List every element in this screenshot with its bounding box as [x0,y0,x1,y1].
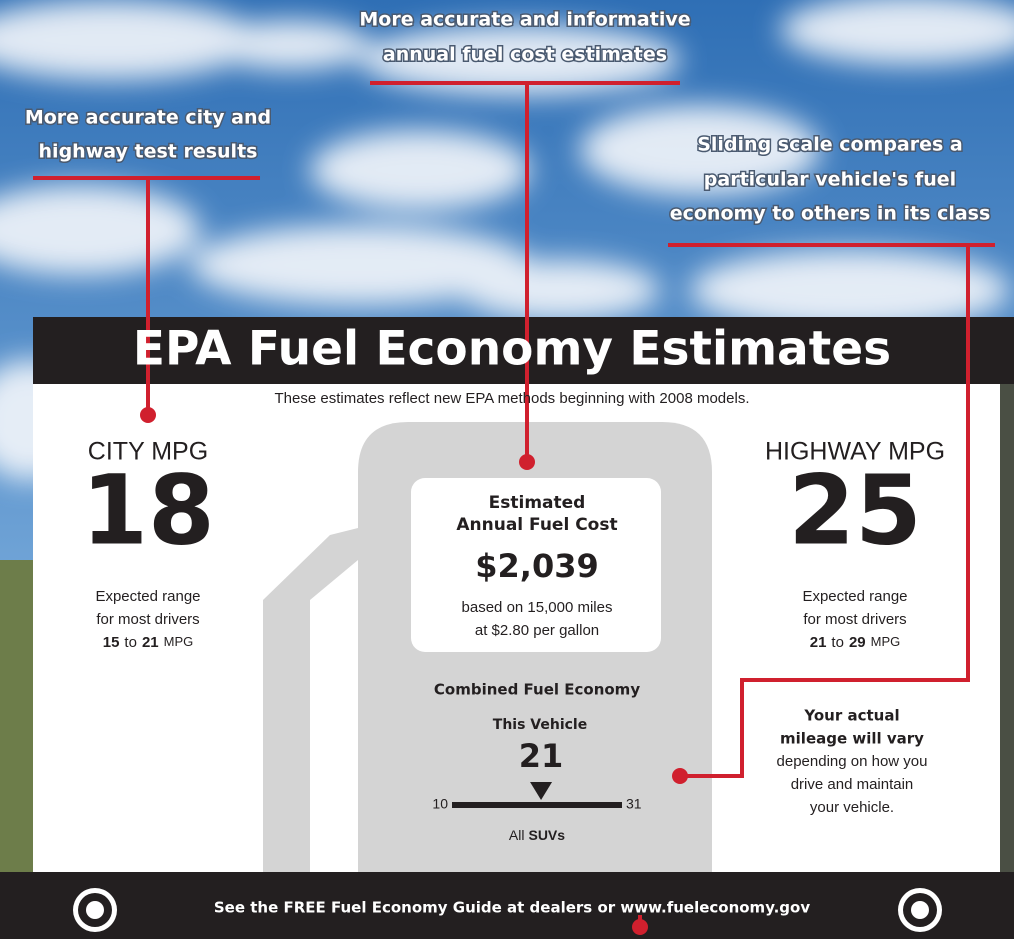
range-high: 21 [142,634,159,651]
range-high: 29 [849,634,866,651]
class-name: SUVs [528,827,565,843]
ground [1000,330,1014,872]
notice-text: your vehicle. [810,799,894,816]
range-unit: MPG [871,634,901,649]
combined-heading: Combined Fuel Economy [434,681,640,699]
combined-value: 21 [519,737,564,775]
range-text: for most drivers [96,611,199,628]
cost-basis: based on 15,000 miles [462,599,613,616]
scale-min: 10 [432,796,448,812]
ground [0,560,33,872]
range-to: to [831,634,844,651]
callout-text: annual fuel cost estimates [383,44,667,66]
cost-heading: Estimated [489,493,586,513]
scale-max: 31 [626,796,642,812]
cost-basis: at $2.80 per gallon [475,622,599,639]
cost-amount: $2,039 [475,547,598,585]
vehicle-label: This Vehicle [493,717,587,733]
cost-heading: Annual Fuel Cost [456,515,617,535]
label-title: EPA Fuel Economy Estimates [133,322,891,377]
callout-text: highway test results [39,141,258,163]
infographic: More accurate and informative annual fuel… [0,0,1014,939]
mpg-value: 18 [81,454,215,566]
epa-seal [73,888,117,932]
callout-text: Sliding scale compares a [697,134,963,156]
label-subtitle: These estimates reflect new EPA methods … [275,390,750,407]
class-prefix: All [509,827,525,843]
range-text: for most drivers [803,611,906,628]
range-to: to [124,634,137,651]
callout-text: particular vehicle's fuel [704,169,956,191]
footer-text: See the FREE Fuel Economy Guide at deale… [214,899,810,917]
notice-text: depending on how you [777,753,928,770]
notice-text: drive and maintain [791,776,914,793]
range-low: 21 [810,634,827,651]
notice-bold: mileage will vary [780,730,924,748]
notice-bold: Your actual [803,707,899,725]
range-low: 15 [103,634,120,651]
callout-text: More accurate and informative [359,9,690,31]
callout-text: More accurate city and [25,107,271,129]
mpg-value: 25 [788,454,922,566]
doe-seal [898,888,942,932]
range-text: Expected range [95,588,200,605]
range-unit: MPG [164,634,194,649]
range-text: Expected range [802,588,907,605]
callout-text: economy to others in its class [670,203,991,225]
